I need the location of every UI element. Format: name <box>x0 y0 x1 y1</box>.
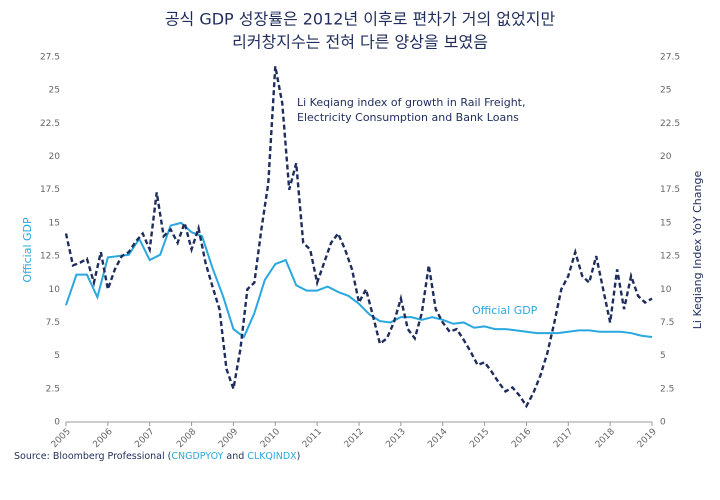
source-part: CNGDPYOY <box>171 451 223 462</box>
y2-tick-label: 0 <box>660 418 666 428</box>
chart-subtitle: 리커창지수는 전혀 다른 양상을 보였음 <box>232 33 488 52</box>
y-tick-label: 12.5 <box>40 252 60 262</box>
y2-tick-label: 22.5 <box>660 119 680 129</box>
x-tick-label: 2017 <box>552 427 575 450</box>
line-series <box>65 221 653 339</box>
y-tick-label: 15 <box>49 218 60 228</box>
x-tick-label: 2013 <box>384 427 407 450</box>
x-tick-label: 2012 <box>343 427 366 450</box>
y-tick-label: 10 <box>49 285 61 295</box>
y2-tick-label: 10 <box>660 285 672 295</box>
source-part: CLKQINDX <box>247 451 297 462</box>
source: Source: Bloomberg Professional (CNGDPYOY… <box>14 451 300 462</box>
x-tick-label: 2005 <box>50 427 73 450</box>
x-tick-label: 2008 <box>175 427 198 450</box>
source-part: and <box>223 451 247 462</box>
y2-tick-label: 27.5 <box>660 53 680 63</box>
y2-tick-label: 20 <box>660 152 672 162</box>
source-part: Source: Bloomberg Professional ( <box>14 451 171 462</box>
x-tick-label: 2006 <box>91 427 114 450</box>
y-tick-label: 27.5 <box>40 53 60 63</box>
annotation: Li Keqiang index of growth in Rail Freig… <box>297 96 525 109</box>
y2-tick-label: 2.5 <box>660 384 674 394</box>
x-tick-label: 2016 <box>510 427 533 450</box>
y2-tick-label: 17.5 <box>660 185 680 195</box>
x-tick-label: 2018 <box>594 427 617 450</box>
y2-tick-label: 12.5 <box>660 252 680 262</box>
y-tick-label: 2.5 <box>46 384 60 394</box>
y2-tick-label: 25 <box>660 86 671 96</box>
y-tick-label: 17.5 <box>40 185 60 195</box>
y-tick-label: 25 <box>49 86 60 96</box>
y2-axis-label: Li Keqiang Index YoY Change <box>691 171 704 330</box>
line-series <box>64 66 653 409</box>
annotation: Electricity Consumption and Bank Loans <box>297 111 519 124</box>
x-tick-label: 2014 <box>426 427 449 450</box>
chart-title: 공식 GDP 성장률은 2012년 이후로 편차가 거의 없었지만 <box>165 10 556 29</box>
y-tick-label: 7.5 <box>46 318 60 328</box>
y2-tick-label: 15 <box>660 218 671 228</box>
y-axis-label: Official GDP <box>21 217 34 283</box>
y2-tick-label: 5 <box>660 351 666 361</box>
x-tick-label: 2019 <box>636 427 659 450</box>
x-tick-label: 2010 <box>259 427 282 450</box>
y-tick-label: 5 <box>54 351 60 361</box>
y2-tick-label: 7.5 <box>660 318 674 328</box>
y-tick-label: 22.5 <box>40 119 60 129</box>
x-tick-label: 2009 <box>217 427 240 450</box>
source-part: ) <box>297 451 301 462</box>
y-tick-label: 20 <box>49 152 61 162</box>
y-tick-label: 0 <box>54 418 60 428</box>
x-tick-label: 2015 <box>468 427 491 450</box>
x-tick-label: 2011 <box>301 427 324 450</box>
x-tick-label: 2007 <box>133 427 156 450</box>
annotation: Official GDP <box>472 304 538 317</box>
